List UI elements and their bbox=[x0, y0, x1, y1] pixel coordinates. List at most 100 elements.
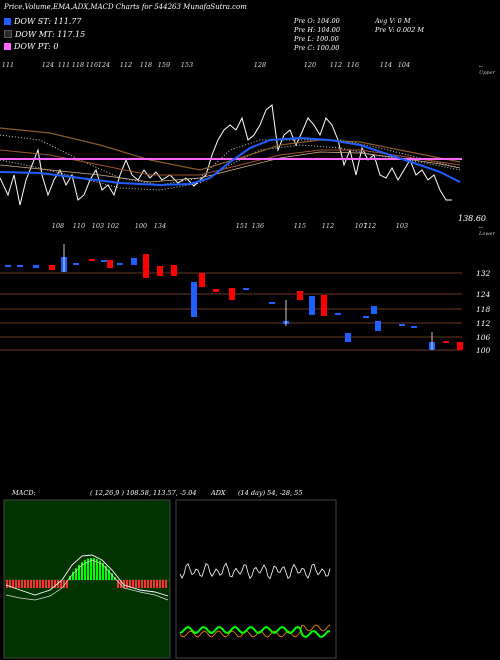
macd-histogram-bar bbox=[48, 580, 50, 588]
candle bbox=[73, 263, 79, 265]
legend-dow-st: DOW ST: 111.77 bbox=[4, 17, 82, 27]
legend-swatch bbox=[4, 30, 12, 38]
macd-histogram-bar bbox=[51, 580, 53, 588]
candle bbox=[457, 342, 463, 350]
candle bbox=[89, 259, 95, 261]
macd-histogram-bar bbox=[99, 560, 101, 580]
macd-histogram-bar bbox=[6, 580, 8, 588]
candle bbox=[171, 265, 177, 276]
macd-histogram-bar bbox=[39, 580, 41, 588]
upper-band-label: ← Upper bbox=[479, 64, 495, 76]
macd-histogram-bar bbox=[84, 560, 86, 580]
candle bbox=[199, 273, 205, 287]
macd-histogram-bar bbox=[45, 580, 47, 588]
bottom-price-label: 107 bbox=[354, 222, 368, 230]
candle bbox=[17, 265, 23, 267]
macd-histogram-bar bbox=[108, 569, 110, 580]
top-price-label: 114 bbox=[379, 61, 393, 69]
price-level-label: 124 bbox=[476, 290, 491, 299]
macd-histogram-bar bbox=[132, 580, 134, 588]
bottom-price-label: 108 bbox=[51, 222, 65, 230]
stat-low: Pre L: 100.00 bbox=[294, 35, 339, 43]
macd-histogram-bar bbox=[90, 558, 92, 580]
macd-histogram-bar bbox=[165, 580, 167, 588]
macd-histogram-bar bbox=[72, 571, 74, 580]
top-price-label: 159 bbox=[157, 61, 171, 69]
ema-dotted-line bbox=[0, 144, 461, 191]
top-price-label: 153 bbox=[180, 61, 194, 69]
macd-histogram-bar bbox=[93, 558, 95, 580]
top-price-label: 128 bbox=[253, 61, 267, 69]
stat-high: Pre H: 104.00 bbox=[294, 26, 341, 34]
macd-histogram-bar bbox=[87, 558, 89, 580]
last-price-label: 138.60 bbox=[458, 214, 486, 223]
macd-histogram-bar bbox=[126, 580, 128, 588]
candle bbox=[399, 324, 405, 326]
macd-histogram-bar bbox=[75, 568, 77, 580]
adx-values: (14 day) 54, -28, 55 bbox=[238, 489, 303, 497]
top-price-label: 116 bbox=[85, 61, 99, 69]
candle bbox=[117, 263, 123, 265]
price-level-label: 106 bbox=[476, 333, 491, 342]
macd-histogram-bar bbox=[78, 564, 80, 580]
bottom-price-label: 151 bbox=[235, 222, 249, 230]
price-level-label: 118 bbox=[476, 305, 491, 314]
bottom-price-label: 136 bbox=[251, 222, 265, 230]
macd-title: MACD: bbox=[12, 489, 36, 497]
macd-histogram-bar bbox=[141, 580, 143, 588]
macd-histogram-bar bbox=[30, 580, 32, 588]
macd-histogram-bar bbox=[36, 580, 38, 588]
legend-label: DOW ST: 111.77 bbox=[14, 17, 82, 26]
lower-band-label: ← Lower bbox=[479, 225, 495, 237]
macd-histogram-bar bbox=[129, 580, 131, 588]
bottom-price-label: 115 bbox=[293, 222, 307, 230]
stat-volume: Pre V: 0.002 M bbox=[375, 26, 425, 34]
bottom-price-label: 134 bbox=[153, 222, 167, 230]
macd-histogram-bar bbox=[24, 580, 26, 588]
candle bbox=[345, 333, 351, 342]
macd-histogram-bar bbox=[60, 580, 62, 588]
price-line bbox=[0, 104, 452, 206]
candle bbox=[309, 296, 315, 315]
candle bbox=[49, 265, 55, 270]
candle bbox=[321, 295, 327, 316]
stat-avg-volume: Avg V: 0 M bbox=[375, 17, 411, 25]
candle bbox=[363, 316, 369, 318]
candle bbox=[371, 306, 377, 314]
macd-histogram-bar bbox=[144, 580, 146, 588]
macd-histogram-bar bbox=[21, 580, 23, 588]
price-level-label: 100 bbox=[476, 346, 491, 355]
top-price-label: 124 bbox=[97, 61, 111, 69]
candle bbox=[269, 302, 275, 304]
candle bbox=[33, 265, 39, 268]
candle bbox=[101, 260, 107, 262]
macd-histogram-bar bbox=[15, 580, 17, 588]
top-price-label: 111 bbox=[57, 61, 71, 69]
candle bbox=[143, 254, 149, 278]
macd-histogram-bar bbox=[123, 580, 125, 588]
macd-signal-line bbox=[5, 559, 169, 601]
bottom-price-label: 112 bbox=[321, 222, 335, 230]
macd-histogram-bar bbox=[12, 580, 14, 588]
macd-histogram-bar bbox=[147, 580, 149, 588]
macd-histogram-bar bbox=[33, 580, 35, 588]
macd-histogram-bar bbox=[27, 580, 29, 588]
dow-st-line bbox=[0, 136, 461, 187]
macd-histogram-bar bbox=[105, 565, 107, 580]
price-level-label: 112 bbox=[476, 319, 491, 328]
candle bbox=[213, 289, 219, 292]
macd-histogram-bar bbox=[57, 580, 59, 588]
macd-histogram-bar bbox=[159, 580, 161, 588]
adx-title: ADX bbox=[211, 489, 226, 497]
macd-histogram-bar bbox=[66, 580, 68, 588]
ema-long-line bbox=[0, 127, 461, 171]
macd-histogram-bar bbox=[135, 580, 137, 588]
macd-histogram-bar bbox=[153, 580, 155, 588]
stat-close: Pre C: 100.00 bbox=[294, 44, 340, 52]
top-price-label: 104 bbox=[397, 61, 411, 69]
macd-histogram-bar bbox=[156, 580, 158, 588]
legend-label: DOW PT: 0 bbox=[14, 42, 59, 51]
bottom-price-label: 110 bbox=[72, 222, 86, 230]
top-price-label: 112 bbox=[329, 61, 343, 69]
